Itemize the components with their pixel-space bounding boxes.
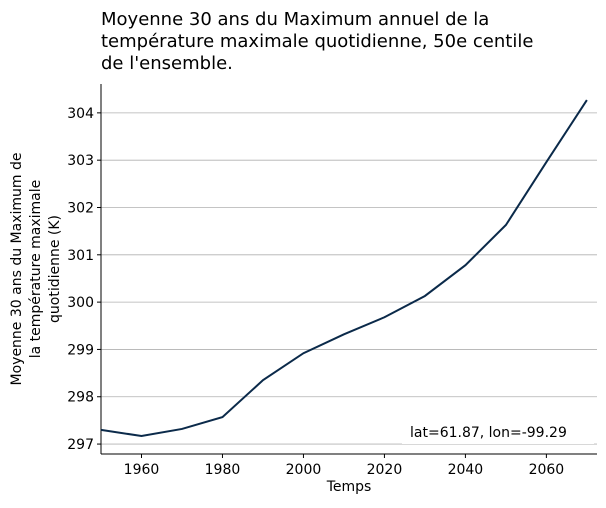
y-axis-label: Moyenne 30 ans du Maximum de [9,153,25,386]
y-tick-label: 298 [67,390,94,406]
y-tick-label: 300 [67,295,94,311]
y-tick-label: 299 [67,342,94,358]
y-tick-label: 297 [67,437,94,453]
y-axis-label: la température maximale [28,180,44,358]
x-tick-label: 2020 [367,462,403,478]
y-tick-label: 303 [67,153,94,169]
y-tick-label: 304 [67,106,94,122]
x-tick-label: 2000 [286,462,322,478]
annotation-box [402,420,594,444]
y-tick-label: 302 [67,200,94,216]
chart-title: température maximale quotidienne, 50e ce… [101,31,533,52]
x-tick-label: 1980 [205,462,241,478]
y-axis-label: quotidienne (K) [47,215,63,323]
chart-title: de l'ensemble. [101,53,233,74]
annotation: lat=61.87, lon=-99.29 [410,425,567,441]
chart-title: Moyenne 30 ans du Maximum annuel de la [101,9,489,30]
y-tick-label: 301 [67,248,94,264]
x-tick-label: 2060 [529,462,565,478]
x-tick-label: 2040 [448,462,484,478]
data-line [100,99,588,438]
x-tick-label: 1960 [124,462,160,478]
x-axis-label: Temps [326,479,372,495]
